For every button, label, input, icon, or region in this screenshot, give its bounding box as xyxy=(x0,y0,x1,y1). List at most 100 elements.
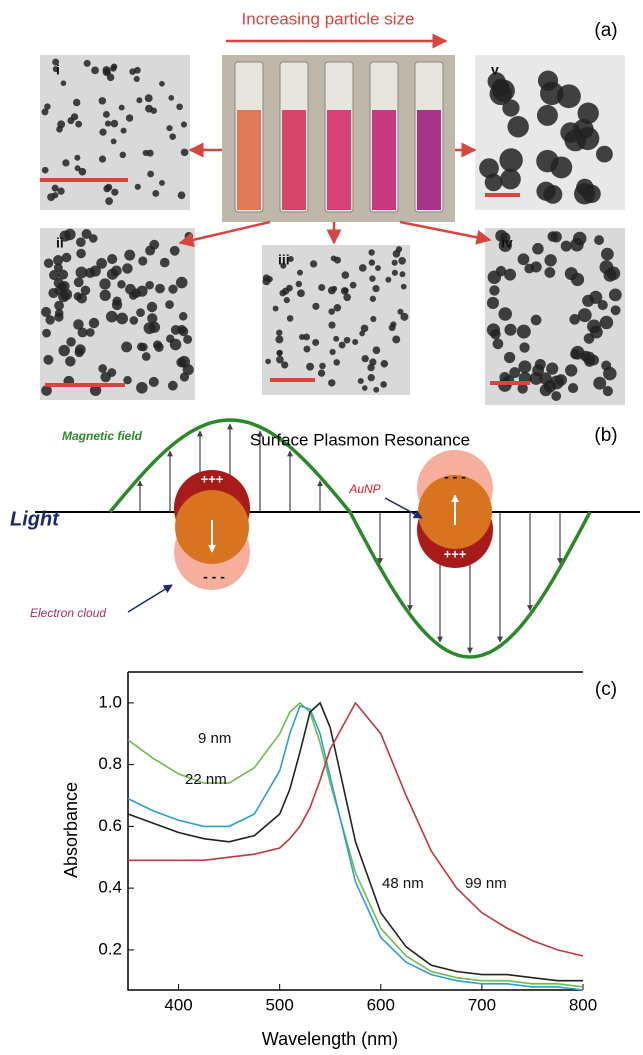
particle xyxy=(399,271,405,277)
particle xyxy=(328,308,335,315)
particle xyxy=(548,231,559,242)
x-tick-label: 600 xyxy=(367,995,395,1014)
particle xyxy=(43,355,53,365)
y-tick-label: 0.2 xyxy=(98,939,122,958)
particle xyxy=(41,108,48,115)
particle xyxy=(333,359,340,366)
particle xyxy=(343,293,351,301)
absorbance-chart: 4005006007008000.20.40.60.81.09 nm22 nm4… xyxy=(98,672,597,1014)
particle xyxy=(152,190,159,197)
particle xyxy=(400,313,408,321)
particle xyxy=(565,364,577,376)
particle xyxy=(110,65,116,71)
particle-right: - - - +++ xyxy=(417,450,493,568)
particle xyxy=(310,260,317,267)
particle xyxy=(524,264,534,274)
particle xyxy=(568,383,578,393)
particle xyxy=(42,329,51,338)
particle xyxy=(381,360,389,368)
particle xyxy=(555,374,567,386)
particle xyxy=(593,377,606,390)
particle xyxy=(369,275,375,281)
particle xyxy=(121,128,127,134)
particle xyxy=(166,334,174,342)
image-label: v xyxy=(491,62,499,78)
particle xyxy=(517,325,531,339)
particle xyxy=(531,315,542,326)
particle xyxy=(499,148,522,171)
particle xyxy=(62,159,69,166)
particle xyxy=(504,324,516,336)
negative-charge: - - - xyxy=(203,569,225,585)
particle xyxy=(306,363,314,371)
particle xyxy=(584,357,594,367)
particle xyxy=(303,346,310,353)
particle xyxy=(179,312,188,321)
figure: Increasing particle size (a) iiiiiiivv M… xyxy=(0,0,643,1055)
particle xyxy=(155,284,165,294)
negative-charge: - - - xyxy=(444,469,466,485)
particle xyxy=(103,185,110,192)
y-axis-label: Absorbance xyxy=(61,782,81,878)
particle xyxy=(136,308,145,317)
x-axis-label: Wavelength (nm) xyxy=(262,1029,398,1049)
particle xyxy=(328,321,335,328)
particle xyxy=(98,364,107,373)
particle xyxy=(393,250,401,258)
particle xyxy=(149,322,160,333)
particle xyxy=(561,241,572,252)
particle xyxy=(546,363,558,375)
particle xyxy=(143,150,149,156)
vial-liquid xyxy=(417,110,441,210)
particle xyxy=(600,260,614,274)
particle xyxy=(41,307,51,317)
particle xyxy=(359,264,367,272)
positive-charge: +++ xyxy=(201,471,224,486)
particle xyxy=(99,129,106,136)
particle xyxy=(479,158,499,178)
particle xyxy=(392,260,398,266)
particle xyxy=(169,133,176,140)
particle xyxy=(582,295,594,307)
particle xyxy=(492,79,514,101)
particle xyxy=(544,254,556,266)
particle xyxy=(111,138,117,144)
particle xyxy=(134,76,140,82)
x-tick-label: 400 xyxy=(164,995,192,1014)
panel-c-label: (c) xyxy=(595,679,617,700)
particle xyxy=(176,277,188,289)
particle xyxy=(136,97,142,103)
particle xyxy=(181,149,189,157)
particle xyxy=(368,374,375,381)
particle xyxy=(380,381,387,388)
particle xyxy=(370,316,376,322)
particle xyxy=(75,344,86,355)
particle xyxy=(573,232,587,246)
particle xyxy=(181,121,187,127)
particle xyxy=(58,345,69,356)
image-label: i xyxy=(56,62,60,78)
particle xyxy=(168,95,174,101)
particle xyxy=(297,270,303,276)
particle xyxy=(136,382,148,394)
particle xyxy=(49,270,59,280)
particle xyxy=(359,331,365,337)
particle xyxy=(601,360,611,370)
particle xyxy=(276,356,284,364)
particle xyxy=(176,103,183,110)
particle xyxy=(84,60,91,67)
particle xyxy=(142,352,151,361)
particle xyxy=(121,341,132,352)
particle xyxy=(275,335,283,343)
particle xyxy=(168,381,178,391)
particle xyxy=(62,253,72,263)
particle xyxy=(103,111,110,118)
particle xyxy=(369,358,376,365)
particle xyxy=(334,304,342,312)
particle xyxy=(385,277,391,283)
particle xyxy=(159,180,165,186)
particle xyxy=(538,71,558,91)
vial-liquid xyxy=(282,110,306,210)
particle xyxy=(147,302,157,312)
particle xyxy=(168,284,177,293)
